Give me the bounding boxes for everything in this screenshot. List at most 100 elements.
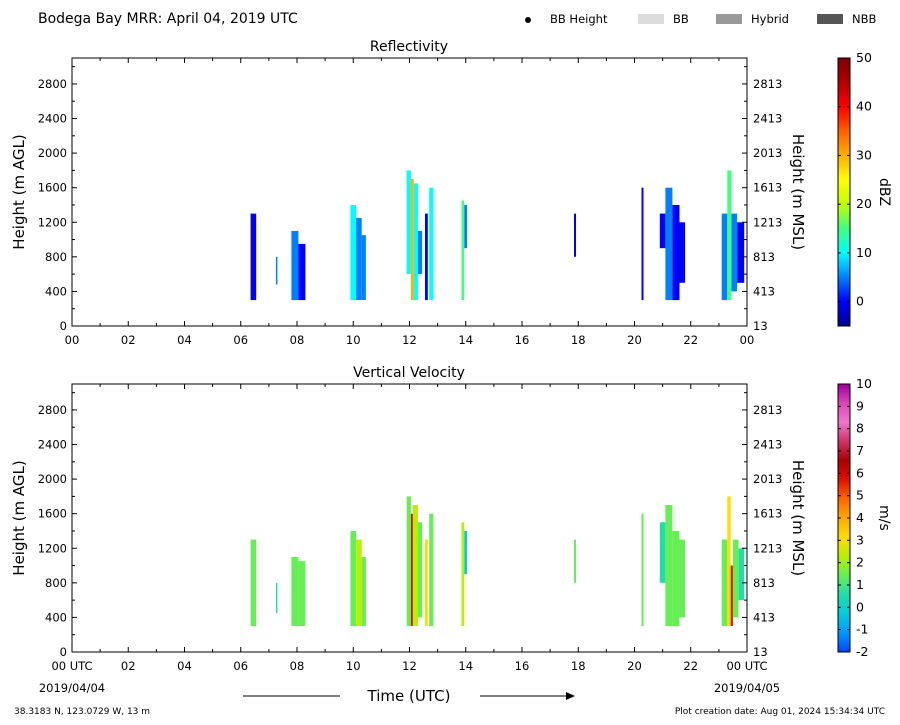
data-column xyxy=(641,187,644,301)
bb-height-legend-dot xyxy=(525,17,531,23)
data-column xyxy=(659,213,666,249)
hybrid-legend-swatch xyxy=(716,14,742,24)
nbb-legend-swatch xyxy=(817,14,843,24)
x-tick-label: 04 xyxy=(177,659,192,673)
data-column xyxy=(679,222,686,283)
data-column xyxy=(412,505,418,626)
vertical-velocity-y2label: Height (m MSL) xyxy=(789,460,807,576)
y2-tick-label: 2813 xyxy=(753,403,782,417)
data-column xyxy=(464,531,468,575)
x-tick-label: 20 xyxy=(627,659,642,673)
x-tick-label: 00 xyxy=(740,333,755,347)
y2-tick-label: 2013 xyxy=(753,146,782,160)
colorbar-tick-label: 30 xyxy=(856,147,872,162)
dbz-colorbar-label: dBZ xyxy=(876,178,892,206)
data-column xyxy=(429,187,434,301)
y2-tick-label: 413 xyxy=(753,610,775,624)
x-tick-label: 04 xyxy=(177,333,192,347)
vertical-velocity-data xyxy=(250,496,745,627)
data-column xyxy=(361,556,366,627)
y2-tick-label: 813 xyxy=(753,250,775,264)
colorbar-tick-label: 40 xyxy=(856,99,872,114)
colorbar-tick-label: 5 xyxy=(856,488,864,503)
legend-label-hybrid: Hybrid xyxy=(751,12,789,26)
y-tick-label: 2000 xyxy=(38,146,67,160)
dbz-colorbar xyxy=(837,57,851,327)
y-tick-label: 2800 xyxy=(38,403,67,417)
y2-tick-label: 1613 xyxy=(753,181,782,195)
data-column xyxy=(730,565,733,626)
colorbar-tick-label: -1 xyxy=(856,622,868,637)
colorbar-tick-label: 2 xyxy=(856,555,864,570)
vertical-velocity-ticks: 00 UTC 02 04 06 08 10 12 14 16 18 20 22 00 UTC040080… xyxy=(38,384,782,673)
time-axis-label: Time (UTC) xyxy=(367,687,451,705)
data-column xyxy=(732,539,739,618)
y-tick-label: 1200 xyxy=(38,215,67,229)
data-column xyxy=(361,235,366,300)
y-tick-label: 2400 xyxy=(38,112,67,126)
y-tick-label: 2000 xyxy=(38,472,67,486)
x-tick-label: 22 xyxy=(683,333,698,347)
bb-legend-swatch xyxy=(638,14,664,24)
data-column xyxy=(250,539,257,627)
data-column xyxy=(727,170,732,301)
x-tick-label: 08 xyxy=(290,333,305,347)
colorbar-tick-label: 3 xyxy=(856,532,864,547)
vertical-velocity-title: Vertical Velocity xyxy=(353,365,465,381)
y2-tick-label: 1613 xyxy=(753,507,782,521)
data-column xyxy=(410,513,413,627)
x-tick-label: 14 xyxy=(458,659,473,673)
y-tick-label: 400 xyxy=(45,610,67,624)
y-tick-label: 1600 xyxy=(38,507,67,521)
data-column xyxy=(417,522,423,618)
y2-tick-label: 2013 xyxy=(753,472,782,486)
data-column xyxy=(275,582,278,614)
colorbar-tick-label: 20 xyxy=(856,196,872,211)
x-tick-label: 12 xyxy=(402,659,417,673)
reflectivity-ylabel: Height (m AGL) xyxy=(10,134,28,249)
x-tick-label: 02 xyxy=(121,659,136,673)
colorbar-tick-label: 0 xyxy=(856,294,864,309)
data-column xyxy=(574,213,576,257)
x-tick-label: 16 xyxy=(515,333,530,347)
data-column xyxy=(425,539,428,627)
data-column xyxy=(298,561,306,626)
x-tick-label: 18 xyxy=(571,333,586,347)
data-column xyxy=(721,213,728,301)
y-tick-label: 800 xyxy=(45,576,67,590)
reflectivity-panel: Reflectivity 00 02 04 06 08 10 12 14 16 18 20 22 000… xyxy=(10,39,892,347)
data-column xyxy=(406,496,411,627)
data-column xyxy=(356,539,362,627)
y2-tick-label: 1213 xyxy=(753,215,782,229)
x-tick-label: 06 xyxy=(233,659,248,673)
y2-tick-label: 413 xyxy=(753,284,775,298)
data-column xyxy=(731,213,738,292)
data-column xyxy=(425,213,428,301)
data-column xyxy=(461,200,465,300)
vertical-velocity-ylabel: Height (m AGL) xyxy=(10,460,28,575)
colorbar-tick-label: 6 xyxy=(856,465,864,480)
vertical-velocity-panel: Vertical Velocity 00 UTC 02 04 06 08 10 12 14 16… xyxy=(10,365,892,673)
y-tick-label: 0 xyxy=(60,319,67,333)
data-column xyxy=(291,556,299,627)
y-tick-label: 0 xyxy=(60,645,67,659)
data-column xyxy=(721,539,728,627)
y2-tick-label: 1213 xyxy=(753,541,782,555)
data-column xyxy=(298,243,306,301)
x-tick-label: 10 xyxy=(346,659,361,673)
y2-tick-label: 813 xyxy=(753,576,775,590)
data-column xyxy=(356,217,362,300)
x-tick-label: 00 UTC xyxy=(726,659,767,673)
colorbar-tick-label: 8 xyxy=(856,421,864,436)
x-tick-label: 10 xyxy=(346,333,361,347)
ms-colorbar-label: m/s xyxy=(876,505,892,531)
colorbar-tick-label: 7 xyxy=(856,443,864,458)
colorbar-tick-label: 50 xyxy=(856,50,872,65)
colorbar-tick-label: 9 xyxy=(856,398,864,413)
x-tick-label: 22 xyxy=(683,659,698,673)
y2-tick-label: 13 xyxy=(753,645,768,659)
colorbar-tick-label: 1 xyxy=(856,577,864,592)
x-tick-label: 12 xyxy=(402,333,417,347)
data-column xyxy=(679,539,686,618)
